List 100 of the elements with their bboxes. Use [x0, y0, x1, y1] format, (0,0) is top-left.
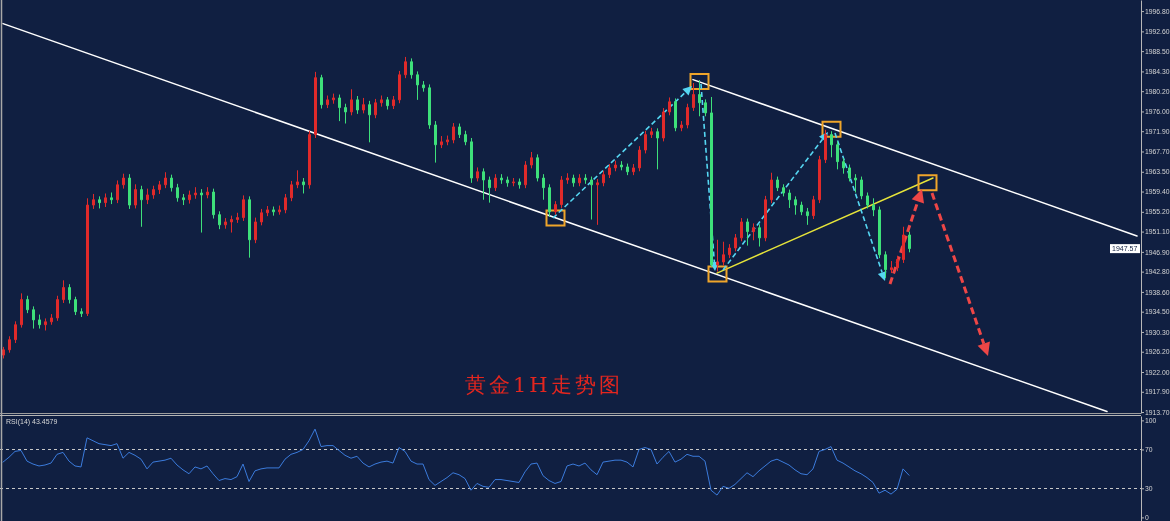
- candlestick: [800, 201, 803, 216]
- candlestick: [722, 241, 725, 266]
- candlestick: [182, 193, 185, 206]
- candlestick: [308, 130, 311, 190]
- candlestick: [2, 346, 5, 359]
- candlestick: [536, 153, 539, 182]
- candlestick: [818, 155, 821, 204]
- candlestick: [788, 189, 791, 209]
- candlestick: [374, 98, 377, 119]
- candlestick: [248, 195, 251, 259]
- candlestick: [128, 173, 131, 210]
- candlestick: [806, 207, 809, 226]
- candlestick: [212, 188, 215, 220]
- candlestick: [464, 130, 467, 146]
- candlestick: [92, 193, 95, 210]
- candlestick: [146, 188, 149, 205]
- candlestick: [662, 107, 665, 142]
- candlestick: [824, 129, 827, 164]
- candlestick: [260, 208, 263, 226]
- candlestick: [686, 103, 689, 129]
- candlestick: [362, 97, 365, 114]
- candlestick: [320, 74, 323, 110]
- candlestick: [704, 98, 707, 117]
- candlestick: [590, 176, 593, 221]
- candlestick: [356, 95, 359, 115]
- candlestick: [350, 88, 353, 116]
- candlestick: [842, 157, 845, 175]
- candlestick: [530, 151, 533, 169]
- candlestick: [230, 215, 233, 234]
- candlestick: [614, 160, 617, 172]
- candlestick: [740, 217, 743, 242]
- candlestick: [872, 197, 875, 217]
- candlestick: [860, 176, 863, 200]
- candlestick: [272, 206, 275, 217]
- candlestick: [650, 127, 653, 139]
- candlestick: [314, 71, 317, 139]
- candlestick: [416, 70, 419, 101]
- candlestick: [572, 174, 575, 188]
- candlestick: [518, 178, 521, 190]
- candlestick: [44, 317, 47, 331]
- candlestick: [890, 260, 893, 274]
- candlestick: [62, 279, 65, 304]
- candlestick: [284, 193, 287, 214]
- candlestick: [122, 173, 125, 190]
- candlestick: [596, 178, 599, 226]
- candlestick: [620, 160, 623, 171]
- candlestick: [746, 218, 749, 247]
- candlestick: [902, 226, 905, 264]
- candlestick: [8, 335, 11, 354]
- candlestick: [422, 80, 425, 93]
- candlestick: [854, 173, 857, 194]
- candlestick: [170, 174, 173, 193]
- candlestick: [866, 192, 869, 209]
- candlestick: [716, 239, 719, 273]
- candlestick: [134, 183, 137, 209]
- candlestick: [584, 173, 587, 185]
- candlestick: [290, 180, 293, 202]
- candlestick: [428, 83, 431, 130]
- candlestick: [380, 95, 383, 108]
- candlestick: [578, 173, 581, 187]
- candlestick: [38, 314, 41, 330]
- candlestick: [302, 177, 305, 194]
- candlestick: [56, 295, 59, 322]
- candlestick: [206, 186, 209, 199]
- candlestick: [266, 205, 269, 217]
- candlestick: [896, 255, 899, 272]
- candlestick: [770, 172, 773, 204]
- candlestick: [794, 195, 797, 216]
- candlestick: [50, 313, 53, 326]
- candlestick: [404, 56, 407, 79]
- candlestick: [410, 57, 413, 80]
- candlestick: [26, 295, 29, 314]
- candlestick: [332, 93, 335, 105]
- candlestick: [632, 163, 635, 176]
- candlestick: [278, 205, 281, 216]
- candlestick: [674, 97, 677, 132]
- candlestick: [776, 176, 779, 192]
- candlestick: [512, 177, 515, 187]
- candlestick: [254, 217, 257, 244]
- candlestick: [236, 212, 239, 224]
- candlestick: [368, 100, 371, 143]
- text: 黄金1H走势图: [465, 373, 623, 397]
- candlestick: [158, 180, 161, 195]
- candlestick: [848, 164, 851, 182]
- candlestick: [488, 176, 491, 204]
- point: [689, 73, 710, 91]
- line-series: [2, 428, 910, 496]
- candlestick: [392, 95, 395, 110]
- candlestick: [14, 320, 17, 344]
- candlestick: [218, 210, 221, 230]
- candlestick: [482, 167, 485, 201]
- candlestick: [452, 122, 455, 144]
- candlestick: [446, 135, 449, 146]
- candlestick: [476, 166, 479, 182]
- candlestick: [434, 120, 437, 164]
- candlestick: [752, 222, 755, 241]
- candlestick: [80, 307, 83, 318]
- candlestick: [200, 188, 203, 234]
- candlestick: [296, 169, 299, 189]
- candlestick: [242, 194, 245, 222]
